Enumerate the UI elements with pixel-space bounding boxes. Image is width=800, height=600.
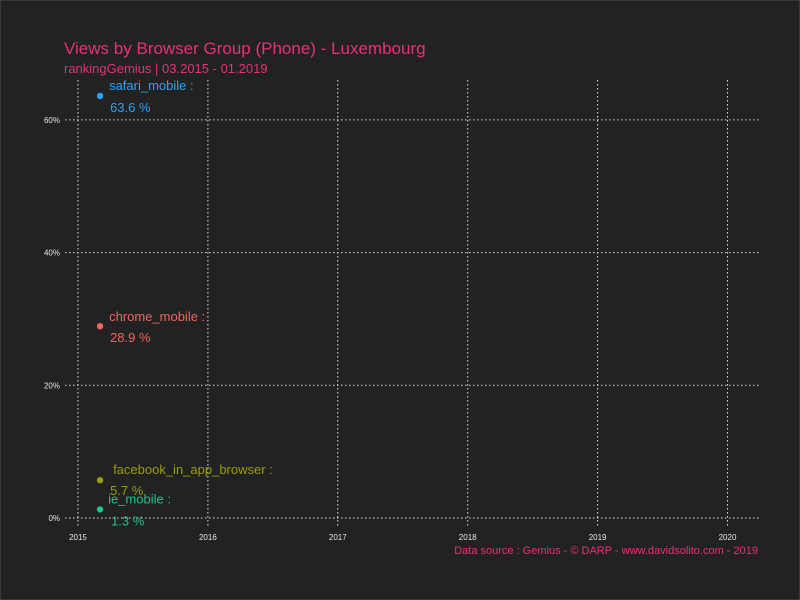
chart-caption: Data source : Gemius - © DARP - www.davi… [454,545,758,557]
x-tick-label: 2020 [719,533,737,542]
x-tick-label: 2018 [459,533,477,542]
y-tick-label: 60% [44,116,60,125]
chart-title: Views by Browser Group (Phone) - Luxembo… [64,39,426,58]
value-label: 5.7 % [110,483,144,498]
data-point-ie-mobile [96,506,104,513]
data-point-facebook-in-app-browser [96,477,104,484]
data-point-chrome-mobile [96,323,104,330]
data-point-safari-mobile [96,92,104,100]
series-label: safari_mobile : [109,78,194,93]
y-tick-label: 0% [48,514,60,523]
value-label: 28.9 % [110,330,151,345]
y-tick-label: 40% [44,249,60,258]
value-label: 63.6 % [110,100,151,115]
x-tick-label: 2017 [329,533,347,542]
x-tick-label: 2019 [589,533,607,542]
y-tick-label: 20% [44,381,60,390]
chart-subtitle: rankingGemius | 03.2015 - 01.2019 [64,61,268,76]
series-label: ie_mobile : [108,491,171,506]
series-label: chrome_mobile : [109,309,205,324]
series-label: facebook_in_app_browser : [113,462,273,477]
x-tick-label: 2016 [199,533,217,542]
value-label: 1.3 % [111,513,145,528]
x-tick-label: 2015 [69,533,87,542]
